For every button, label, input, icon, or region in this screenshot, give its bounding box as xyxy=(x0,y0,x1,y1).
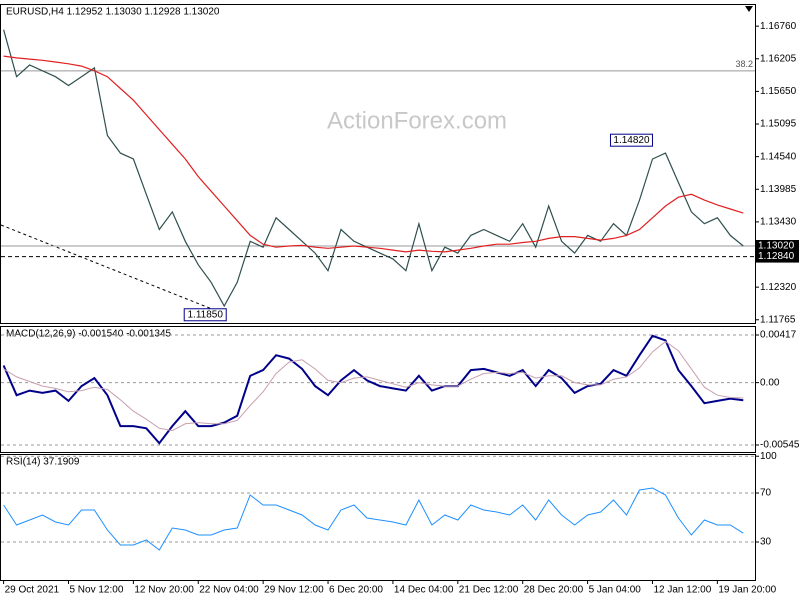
y-tick-label: 70 xyxy=(760,488,772,499)
annotation-label: 1.11850 xyxy=(188,309,224,320)
series-line xyxy=(2,334,744,445)
series-line xyxy=(3,29,744,308)
price-tag-label: 1.12840 xyxy=(758,251,795,262)
x-tick-label: 28 Dec 20:00 xyxy=(524,585,584,596)
y-tick-label: 1.15095 xyxy=(760,119,797,130)
panel-title: RSI(14) 37.1909 xyxy=(6,457,80,468)
x-tick-label: 5 Nov 12:00 xyxy=(69,585,123,596)
y-tick-label: 1.13430 xyxy=(760,217,797,228)
annotation-box xyxy=(609,133,653,147)
x-tick-label: 29 Nov 12:00 xyxy=(264,585,324,596)
x-tick-label: 21 Dec 12:00 xyxy=(459,585,519,596)
x-tick-label: 12 Nov 20:00 xyxy=(134,585,194,596)
macd-panel xyxy=(0,326,756,453)
y-tick-label: 1.11765 xyxy=(760,314,796,325)
series-line xyxy=(3,487,744,551)
y-tick-label: -0.005456 xyxy=(760,440,800,451)
y-tick-label: 0.00 xyxy=(760,377,780,388)
y-tick-label: 0.00417 xyxy=(760,330,797,341)
y-tick-label: 100 xyxy=(760,451,777,462)
annotation-box xyxy=(183,308,227,322)
x-tick-label: 14 Dec 04:00 xyxy=(394,585,454,596)
series-line xyxy=(3,340,744,432)
y-tick-label: 1.16205 xyxy=(760,53,797,64)
scroll-marker xyxy=(745,6,753,12)
level-label: 38.2 xyxy=(735,59,753,69)
x-tick-label: 5 Jan 04:00 xyxy=(589,585,642,596)
y-tick-label: 1.14540 xyxy=(760,151,797,162)
x-tick-label: 22 Nov 04:00 xyxy=(199,585,259,596)
rsi-panel xyxy=(0,454,756,581)
x-tick-label: 29 Oct 2021 xyxy=(5,585,60,596)
panel-title: EURUSD,H4 1.12952 1.13030 1.12928 1.1302… xyxy=(6,7,220,18)
y-tick-label: 1.16760 xyxy=(760,21,797,32)
trend-line xyxy=(0,224,223,314)
price-tag xyxy=(755,250,799,263)
y-tick-label: 30 xyxy=(760,537,772,548)
panel-title: MACD(12,26,9) -0.001540 -0.001345 xyxy=(6,329,172,340)
annotation-label: 1.14820 xyxy=(613,135,650,146)
x-tick-label: 6 Dec 20:00 xyxy=(329,585,383,596)
y-tick-label: 1.12320 xyxy=(760,282,797,293)
price-tag-label: 1.13020 xyxy=(758,241,795,252)
y-tick-label: 1.13985 xyxy=(760,184,797,195)
x-tick-label: 12 Jan 12:00 xyxy=(653,585,711,596)
x-tick-label: 19 Jan 20:00 xyxy=(718,585,776,596)
price-tag xyxy=(755,239,799,252)
series-line xyxy=(3,55,744,253)
watermark: ActionForex.com xyxy=(327,107,507,134)
y-tick-label: 1.15650 xyxy=(760,86,797,97)
price-panel xyxy=(0,4,756,324)
